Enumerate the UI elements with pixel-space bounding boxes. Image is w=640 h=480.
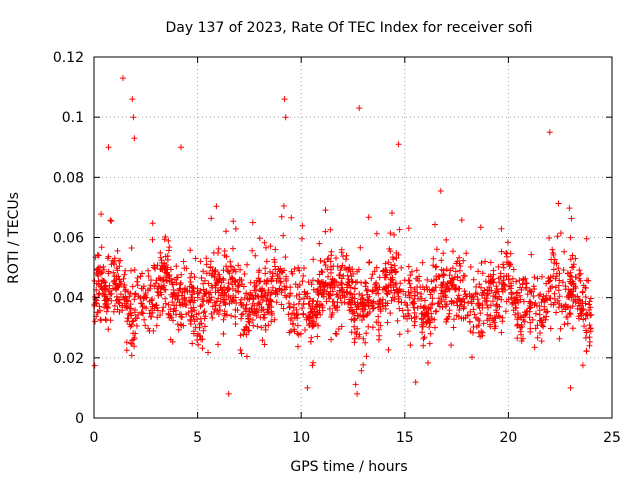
x-axis-ticks: 0 5 10 15 20 25 [90,57,621,446]
x-tick-label: 15 [396,430,414,446]
y-tick-label: 0.02 [53,351,84,367]
y-tick-label: 0.04 [53,291,84,307]
x-tick-label: 25 [603,430,621,446]
x-tick-label: 0 [90,430,99,446]
y-axis-ticks: 0 0.02 0.04 0.06 0.08 0.1 0.12 [53,50,612,427]
x-axis-label: GPS time / hours [290,459,407,475]
y-tick-label: 0 [75,411,84,427]
y-tick-label: 0.12 [53,50,84,66]
data-points [91,75,595,397]
data-point-markers [91,75,595,397]
x-tick-label: 20 [499,430,517,446]
y-axis-label: ROTI / TECUs [6,192,22,284]
y-tick-label: 0.1 [62,110,84,126]
y-tick-label: 0.08 [53,170,84,186]
x-tick-label: 5 [193,430,202,446]
y-tick-label: 0.06 [53,231,84,247]
chart-title: Day 137 of 2023, Rate Of TEC Index for r… [165,20,532,36]
grid-lines [94,57,612,418]
x-tick-label: 10 [292,430,310,446]
